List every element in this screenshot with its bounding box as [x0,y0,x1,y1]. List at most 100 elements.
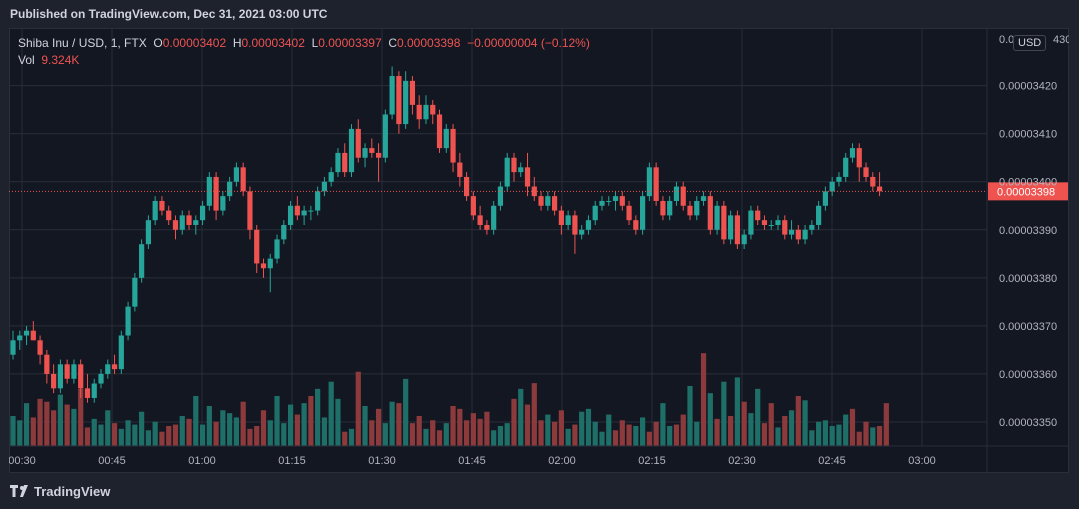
volume-bar [883,403,889,446]
candle-body [748,210,754,235]
candle-body [829,181,835,192]
y-tick-label-top: 0.0 [999,34,1014,46]
volume-bar [667,426,673,446]
last-price-box [988,182,1068,201]
candle-body [538,196,544,206]
candle-body [423,104,429,120]
candle-body [409,80,416,105]
candle-body [673,186,680,201]
candle-body [755,210,761,221]
candle-body [247,191,253,230]
volume-bar [274,396,280,446]
volume-bar [626,424,632,446]
volume-bar [504,423,510,446]
volume-bar [78,388,84,446]
volume-bar [579,411,585,446]
candle-body [463,176,470,197]
volume-bar [788,410,795,446]
candle-body [795,229,801,240]
volume-bar [71,408,77,446]
candle-body [450,128,456,163]
volume-bar [267,420,273,446]
candle-body [37,340,43,355]
candle-body [484,224,490,230]
volume-bar [768,403,774,446]
volume-bar [227,413,233,446]
candle-body [849,148,856,158]
candle-body [856,148,862,168]
volume-bar [802,400,808,446]
currency-button[interactable]: USD [1013,35,1047,51]
volume-bar [687,386,693,446]
candle-body [443,128,449,149]
candle-body [152,200,158,221]
candle-body [321,181,328,192]
candle-body [640,196,646,230]
candle-body [497,186,504,206]
candle-body [403,80,409,125]
volume-bar [139,411,145,446]
candle-body [233,167,240,182]
volume-bar [728,416,734,446]
candle-body [166,210,172,221]
y-tick-label: 0.00003380 [999,273,1057,285]
candle-body [592,205,598,221]
volume-bar [37,398,43,446]
candle-body [57,364,63,389]
volume-bar [375,408,382,446]
volume-bar [829,426,835,446]
volume-bar [538,420,544,446]
candle-body [504,157,510,187]
ohlc-row: Shiba Inu / USD, 1, FTX O0.00003402 H0.0… [18,35,590,52]
x-tick-label: 02:30 [728,455,756,467]
volume-bar [172,424,179,446]
candle-body [213,176,219,211]
volume-bar [206,406,212,446]
candle-body [680,186,686,206]
volume-bar [782,416,788,446]
candle-body [619,196,625,206]
volume-bar [281,423,287,446]
candle-body [714,205,720,230]
volume-bar [816,421,822,446]
candle-body [23,330,30,336]
candle-body [626,205,632,221]
volume-bar [673,424,680,446]
volume-bar [247,428,253,446]
volume-bar [389,401,395,446]
volume-bar [213,421,219,446]
volume-bar [436,430,443,446]
symbol-label[interactable]: Shiba Inu / USD, 1, FTX [18,36,147,50]
volume-bar [856,431,862,446]
volume-bar [450,406,456,446]
candle-body [416,104,422,120]
volume-bar [470,413,476,446]
candle-body [193,220,199,225]
candle-body [132,277,138,307]
volume-bar [44,401,50,446]
volume-bar [233,417,240,446]
volume-bar [741,401,747,446]
candle-body [430,104,436,115]
volume-bar [199,424,206,446]
candle-body [741,234,747,245]
candle-body [667,200,673,216]
chart-panel[interactable] [9,28,1069,473]
volume-bar [98,424,104,446]
x-tick-label: 01:00 [188,455,216,467]
candle-body [579,229,585,235]
volume-bar [491,430,497,446]
x-tick-label: 03:00 [908,455,936,467]
candlestick-chart[interactable]: 0.00003398 0.00003420 0.00003410 0.0000340… [9,28,1069,473]
candle-body [375,152,382,158]
volume-bar [355,371,361,446]
volume-bar [633,426,639,446]
volume-bar [430,420,436,446]
volume-bar [254,426,260,446]
high-value: 0.00003402 [241,36,305,50]
volume-label: Vol [18,53,35,67]
candle-body [585,220,592,230]
candle-body [220,196,226,211]
candle-body [139,244,145,278]
volume-bar [51,410,57,446]
